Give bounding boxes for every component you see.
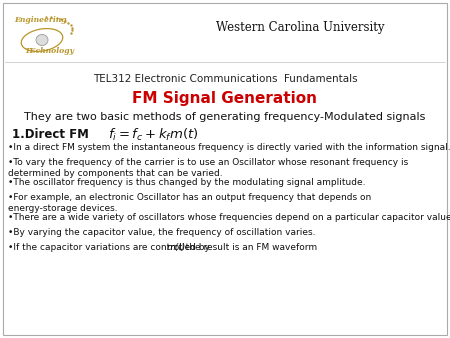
Ellipse shape <box>36 34 48 46</box>
Text: $f_i = f_c + k_f m(t)$: $f_i = f_c + k_f m(t)$ <box>108 127 199 143</box>
Text: m(t): m(t) <box>167 243 186 252</box>
Text: TEL312 Electronic Communications  Fundamentals: TEL312 Electronic Communications Fundame… <box>93 74 357 84</box>
Text: Western Carolina University: Western Carolina University <box>216 22 384 34</box>
Text: •If the capacitor variations are controlled by: •If the capacitor variations are control… <box>8 243 213 252</box>
Text: They are two basic methods of generating frequency-Modulated signals: They are two basic methods of generating… <box>24 112 426 122</box>
Text: , the result is an FM waveform: , the result is an FM waveform <box>180 243 318 252</box>
Text: •In a direct FM system the instantaneous frequency is directly varied with the i: •In a direct FM system the instantaneous… <box>8 143 450 152</box>
Text: Engineering: Engineering <box>14 16 66 24</box>
Text: •To vary the frequency of the carrier is to use an Oscillator whose resonant fre: •To vary the frequency of the carrier is… <box>8 158 408 178</box>
Text: •The oscillator frequency is thus changed by the modulating signal amplitude.: •The oscillator frequency is thus change… <box>8 178 365 187</box>
Text: 1.Direct FM: 1.Direct FM <box>12 128 89 141</box>
Text: •By varying the capacitor value, the frequency of oscillation varies.: •By varying the capacitor value, the fre… <box>8 228 315 237</box>
Text: FM Signal Generation: FM Signal Generation <box>132 91 318 106</box>
Text: •For example, an electronic Oscillator has an output frequency that depends on
e: •For example, an electronic Oscillator h… <box>8 193 371 213</box>
Text: •There are a wide variety of oscillators whose frequencies depend on a particula: •There are a wide variety of oscillators… <box>8 213 450 222</box>
Text: TEchnology: TEchnology <box>25 47 75 55</box>
